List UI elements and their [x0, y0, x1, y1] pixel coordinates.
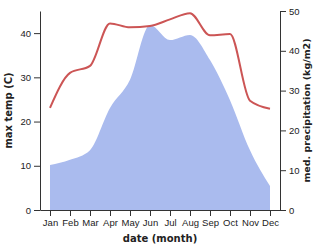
tick: 10 [280, 165, 300, 176]
tick-label: Dec [262, 217, 279, 228]
tick-mark [280, 210, 286, 211]
tick-mark [34, 210, 40, 211]
tick-mark [270, 210, 271, 216]
tick: 20 [280, 125, 300, 136]
tick-mark [190, 210, 191, 216]
x-axis-line [41, 210, 281, 211]
tick-label: 30 [20, 72, 31, 83]
tick: Jan [43, 210, 58, 228]
tick-label: 10 [20, 160, 31, 171]
tick-label: Jul [164, 217, 176, 228]
tick: Oct [223, 210, 238, 228]
y-axis-line [40, 12, 41, 211]
tick: Nov [242, 210, 259, 228]
chart: Jan Feb Mar Apr MayJun Jul AugSep Oct NovDec 0 10 2… [0, 0, 318, 247]
tick-mark [50, 210, 51, 216]
tick: 10 [20, 160, 40, 171]
tick-mark [110, 210, 111, 216]
tick-mark [34, 33, 40, 34]
tick-label: 50 [289, 6, 300, 17]
tick: Sep [202, 210, 219, 228]
tick-mark [34, 122, 40, 123]
tick-mark [280, 130, 286, 131]
tick-label: Feb [62, 217, 78, 228]
tick-mark [130, 210, 131, 216]
tick-mark [250, 210, 251, 216]
tick-mark [280, 91, 286, 92]
tick-label: May [122, 217, 140, 228]
tick: 50 [280, 6, 300, 17]
tick: Aug [182, 210, 199, 228]
y2-axis: 0 10 20 30 40 50 [280, 6, 300, 216]
tick-label: 40 [20, 28, 31, 39]
tick-label: 30 [289, 85, 300, 96]
tick: Jul [164, 210, 176, 228]
tick-mark [90, 210, 91, 216]
tick-label: 0 [289, 205, 294, 216]
tick: 40 [280, 45, 300, 56]
tick: Apr [103, 210, 118, 228]
y-axis: 0 10 20 30 40 [20, 12, 40, 216]
tick-mark [34, 77, 40, 78]
tick-mark [230, 210, 231, 216]
tick: Dec [262, 210, 279, 228]
tick-mark [70, 210, 71, 216]
tick-mark [34, 166, 40, 167]
y2-axis-line [280, 12, 281, 211]
tick-label: 40 [289, 45, 300, 56]
temp-line [50, 13, 270, 109]
tick: 0 [26, 205, 40, 216]
tick-label: 20 [20, 116, 31, 127]
y2-axis-title: med. precipitation (kg/m2) [301, 38, 312, 182]
tick-mark [210, 210, 211, 216]
tick: 30 [20, 72, 40, 83]
tick-label: Sep [202, 217, 219, 228]
x-axis-title: date (month) [123, 233, 197, 244]
tick-label: 20 [289, 125, 300, 136]
tick-label: 0 [26, 205, 31, 216]
tick-label: Aug [182, 217, 199, 228]
tick: Jun [143, 210, 158, 228]
tick: 20 [20, 116, 40, 127]
tick-label: Apr [103, 217, 118, 228]
tick-label: Mar [82, 217, 98, 228]
tick-mark [170, 210, 171, 216]
tick: Feb [62, 210, 78, 228]
x-axis: Jan Feb Mar Apr MayJun Jul AugSep Oct NovDec [41, 210, 281, 228]
tick: Mar [82, 210, 98, 228]
tick-mark [280, 51, 286, 52]
tick-label: Jun [143, 217, 158, 228]
tick-label: 10 [289, 165, 300, 176]
tick-label: Nov [242, 217, 259, 228]
plot-marks [50, 13, 270, 210]
tick: 30 [280, 85, 300, 96]
tick-mark [280, 170, 286, 171]
y-axis-title: max temp (C) [3, 72, 14, 148]
tick-mark [280, 11, 286, 12]
tick: May [122, 210, 140, 228]
tick: 40 [20, 28, 40, 39]
tick-mark [150, 210, 151, 216]
tick: 0 [280, 205, 294, 216]
tick-label: Jan [43, 217, 58, 228]
tick-label: Oct [223, 217, 238, 228]
